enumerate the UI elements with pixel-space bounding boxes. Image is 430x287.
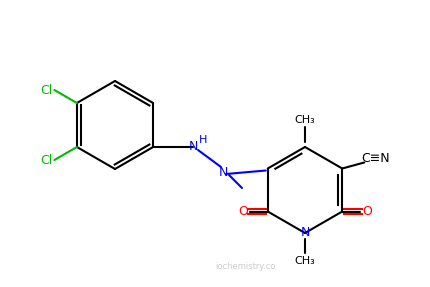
Text: H: H (198, 135, 207, 145)
Text: Cl: Cl (40, 154, 52, 166)
Text: Cl: Cl (40, 84, 52, 96)
Text: CH₃: CH₃ (294, 115, 315, 125)
Text: O: O (237, 205, 247, 218)
Text: iochemistry.co: iochemistry.co (215, 262, 275, 272)
Text: CH₃: CH₃ (294, 256, 315, 266)
Text: O: O (362, 205, 372, 218)
Text: C≡N: C≡N (360, 152, 389, 165)
Text: N: N (218, 166, 227, 179)
Text: N: N (300, 226, 309, 239)
Text: N: N (188, 139, 197, 152)
